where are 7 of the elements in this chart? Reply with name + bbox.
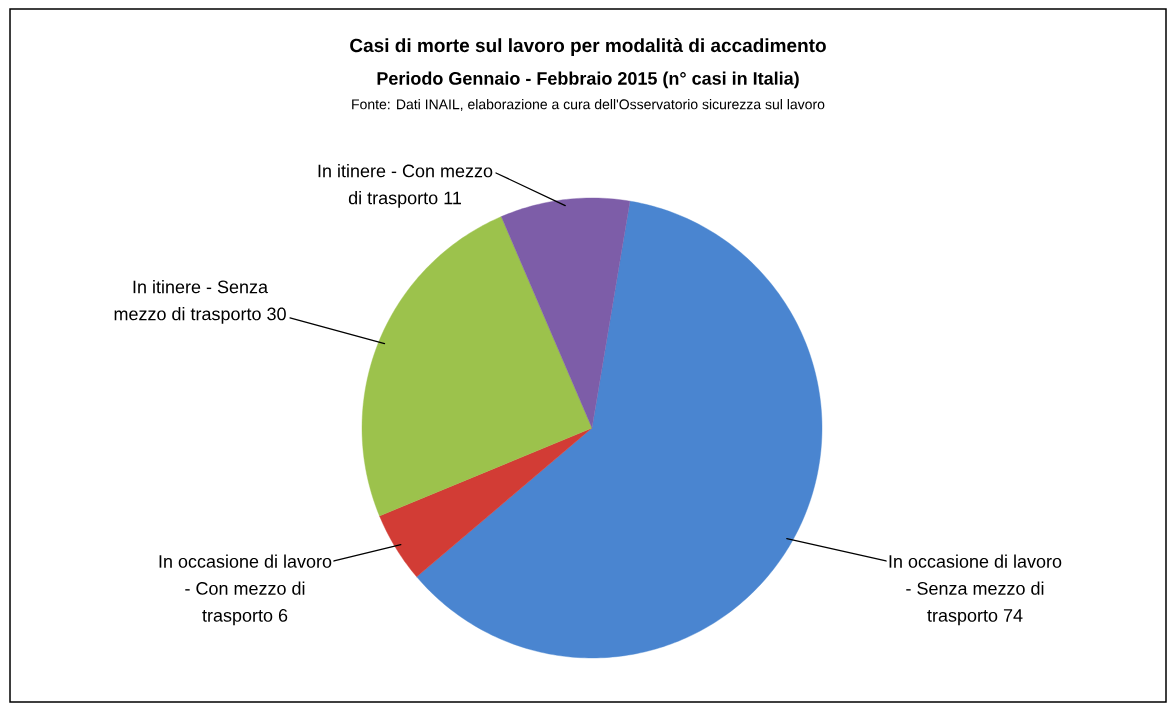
data-label: 6: [278, 609, 288, 622]
chart-subtitle: Periodo Gennaio - Febbraio 2015 (n° casi in Italia): [377, 71, 799, 89]
data-label: 74: [1003, 609, 1023, 622]
chart-title: Casi di morte sul lavoro per modalità di accadimento: [350, 38, 826, 56]
source-note: Fonte: Dati INAIL, elaborazione a cura dell'Osservatorio sicurezza sul lavoro: [352, 99, 825, 111]
data-label: 30: [267, 307, 286, 321]
data-label: 11: [444, 191, 461, 205]
